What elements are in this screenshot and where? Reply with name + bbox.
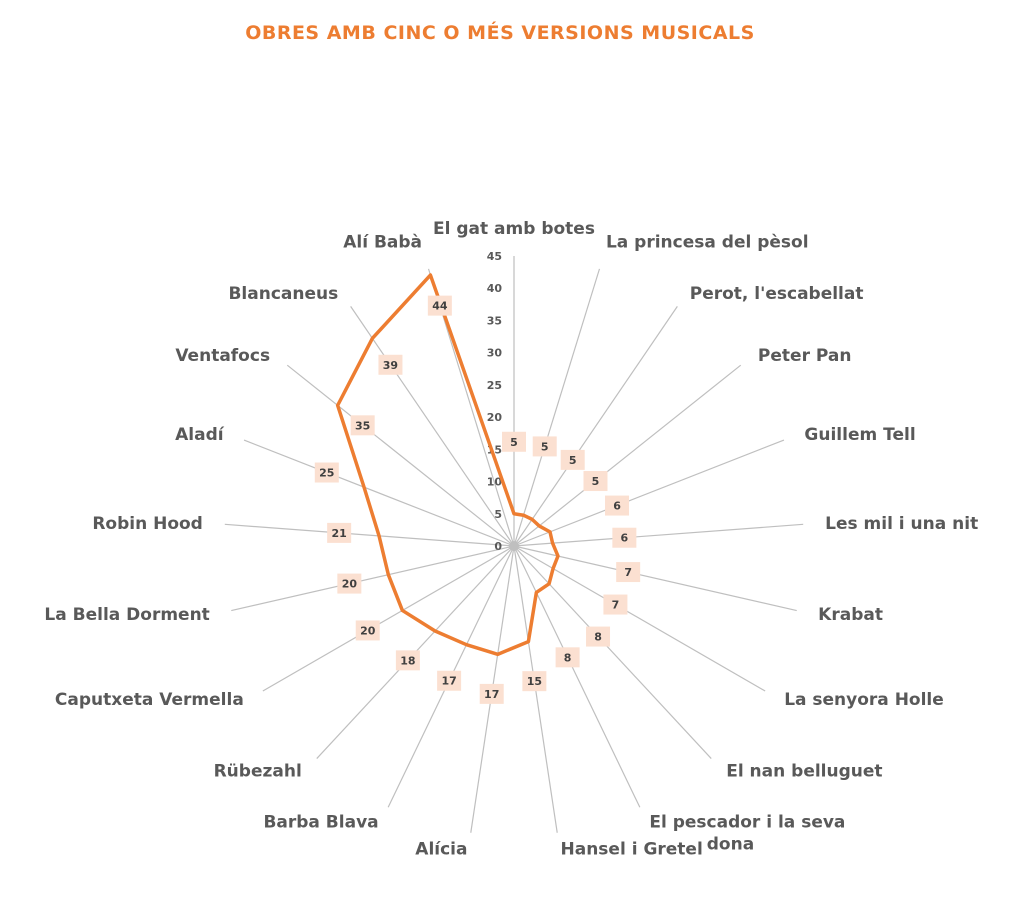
category-label: Barba Blava: [263, 813, 378, 833]
category-label: Caputxeta Vermella: [55, 690, 244, 710]
data-label-bg: [437, 670, 462, 691]
data-label: 39: [383, 359, 398, 372]
spoke: [262, 545, 515, 692]
category-label: El nan belluguet: [726, 761, 882, 781]
category-label: Guillem Tell: [804, 425, 915, 445]
data-label: 8: [594, 631, 602, 644]
category-label: Alí Babà: [343, 233, 422, 253]
category-label: La Bella Dorment: [44, 605, 209, 625]
center-hub: [509, 541, 519, 551]
category-label: Ventafocs: [175, 346, 270, 366]
tick-label: 10: [487, 476, 503, 489]
category-label: Alícia: [415, 840, 467, 860]
data-label: 5: [510, 436, 518, 449]
spoke: [513, 439, 785, 547]
data-label-bg: [378, 354, 403, 375]
data-label: 7: [624, 566, 632, 579]
data-label: 44: [432, 300, 448, 313]
data-label: 7: [612, 599, 620, 612]
category-label: Les mil i una nit: [825, 514, 978, 534]
data-label-bg: [612, 527, 637, 548]
spoke: [231, 545, 515, 612]
spoke: [286, 364, 515, 547]
tick-label: 35: [487, 314, 502, 327]
category-label: dona: [707, 835, 754, 855]
category-label: Aladí: [175, 425, 225, 445]
category-label: Krabat: [818, 605, 883, 625]
spoke: [513, 545, 641, 808]
data-label-bg: [586, 626, 611, 647]
data-label: 6: [621, 532, 629, 545]
data-label: 21: [332, 527, 347, 540]
data-label-bg: [603, 594, 628, 615]
data-label-bg: [427, 295, 452, 316]
data-label-bg: [395, 650, 420, 671]
data-label: 20: [342, 578, 358, 591]
data-label: 18: [400, 654, 415, 667]
data-label: 8: [564, 651, 572, 664]
data-label: 17: [484, 688, 499, 701]
spoke: [513, 268, 601, 547]
data-label-bg: [337, 573, 362, 594]
spoke: [513, 364, 742, 547]
tick-label: 5: [494, 508, 502, 521]
category-label: Rübezahl: [214, 761, 302, 781]
data-label: 15: [527, 675, 542, 688]
tick-label: 20: [487, 411, 503, 424]
data-label-bg: [532, 436, 557, 457]
spoke: [243, 439, 515, 547]
data-label: 5: [569, 454, 577, 467]
spoke: [513, 545, 797, 612]
data-label: 25: [319, 467, 334, 480]
data-label: 5: [541, 440, 549, 453]
data-label-bg: [355, 620, 380, 641]
spoke: [513, 545, 712, 759]
spoke: [513, 306, 678, 547]
tick-label: 25: [487, 379, 502, 392]
category-label: Blancaneus: [228, 284, 338, 304]
category-label: La princesa del pèsol: [606, 233, 809, 253]
data-label-bg: [479, 683, 504, 704]
data-label-bg: [522, 671, 547, 692]
series-line: [335, 273, 560, 657]
spoke: [513, 523, 804, 547]
chart-title: OBRES AMB CINC O MÉS VERSIONS MUSICALS: [245, 22, 755, 44]
data-label: 35: [355, 419, 370, 432]
category-label: El gat amb botes: [433, 219, 595, 239]
spoke: [224, 523, 515, 547]
tick-label: 40: [487, 282, 503, 295]
tick-label: 0: [494, 540, 502, 553]
data-label-bg: [502, 431, 526, 452]
data-label-bg: [605, 495, 630, 516]
tick-label: 30: [487, 347, 503, 360]
data-label-bg: [616, 562, 641, 583]
tick-label: 45: [487, 250, 502, 263]
category-label: El pescador i la seva: [649, 813, 845, 833]
data-label-bg: [555, 647, 580, 668]
category-label: Peter Pan: [758, 346, 852, 366]
data-label-bg: [583, 471, 608, 492]
category-label: La senyora Holle: [784, 690, 944, 710]
category-label: Perot, l'escabellat: [690, 284, 864, 304]
spoke: [350, 306, 515, 547]
spoke: [513, 545, 766, 692]
data-label: 17: [441, 675, 456, 688]
data-label: 20: [360, 624, 376, 637]
category-label: Robin Hood: [92, 514, 203, 534]
data-label-bg: [560, 449, 585, 470]
data-label: 5: [592, 475, 600, 488]
data-label-bg: [350, 415, 375, 436]
category-label: Hansel i Gretel: [561, 840, 703, 860]
data-label-bg: [327, 522, 352, 543]
data-label: 6: [613, 500, 621, 513]
data-label-bg: [314, 462, 339, 483]
